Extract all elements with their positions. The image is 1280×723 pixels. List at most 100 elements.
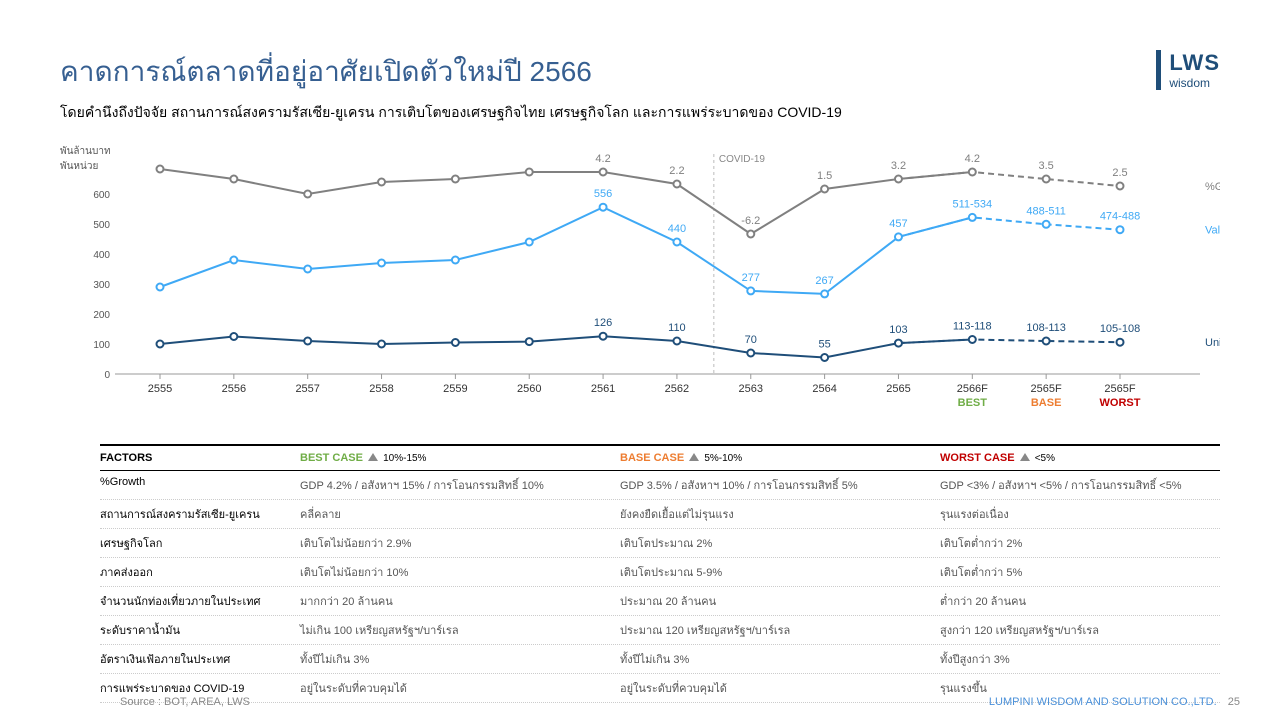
cell-worst: รุนแรงขึ้น [940, 679, 1220, 697]
cell-best: อยู่ในระดับที่ควบคุมได้ [300, 679, 620, 697]
data-label: 474-488 [1100, 211, 1140, 223]
x-tick-label: 2565F [1031, 383, 1062, 395]
data-point [673, 338, 680, 345]
data-point [230, 333, 237, 340]
triangle-up-icon [689, 453, 699, 461]
series-line [160, 207, 972, 294]
scenario-tag: BASE [1031, 397, 1062, 409]
data-point [157, 341, 164, 348]
data-label: 113-118 [953, 321, 992, 333]
x-tick-label: 2556 [222, 383, 246, 395]
data-label: 511-534 [953, 198, 993, 210]
data-point [304, 266, 311, 273]
cell-factor: %Growth [100, 476, 300, 494]
data-point [378, 260, 385, 267]
cell-factor: จำนวนนักท่องเที่ยวภายในประเทศ [100, 592, 300, 610]
logo: LWS wisdom [1156, 50, 1220, 90]
data-label: -6.2 [741, 215, 760, 227]
data-point [821, 186, 828, 193]
data-point [673, 181, 680, 188]
data-point [747, 231, 754, 238]
data-label: 1.5 [817, 170, 832, 182]
data-label: 4.2 [965, 153, 980, 165]
x-tick-label: 2562 [665, 383, 689, 395]
data-label: 4.2 [595, 153, 610, 165]
covid-label: COVID-19 [719, 154, 766, 165]
table-row: %GrowthGDP 4.2% / อสังหาฯ 15% / การโอนกร… [100, 471, 1220, 500]
data-label: 105-108 [1100, 323, 1140, 335]
table-body: %GrowthGDP 4.2% / อสังหาฯ 15% / การโอนกร… [100, 471, 1220, 703]
data-point [452, 257, 459, 264]
y-tick-label: 200 [93, 310, 110, 321]
x-tick-label: 2565 [886, 383, 910, 395]
source-text: Source : BOT, AREA, LWS [120, 696, 250, 708]
logo-main: LWS [1169, 50, 1220, 76]
data-point [821, 290, 828, 297]
data-label: 55 [818, 339, 830, 351]
data-point [895, 176, 902, 183]
data-label: 2.5 [1112, 167, 1127, 179]
y-axis-unit-label: พันล้านบาท พันหน่วย [60, 144, 111, 174]
cell-best: มากกว่า 20 ล้านคน [300, 592, 620, 610]
table-row: ภาคส่งออกเติบโตไม่น้อยกว่า 10%เติบโตประม… [100, 558, 1220, 587]
table-row: เศรษฐกิจโลกเติบโตไม่น้อยกว่า 2.9%เติบโตป… [100, 529, 1220, 558]
data-label: 103 [889, 324, 907, 336]
cell-best: เติบโตไม่น้อยกว่า 10% [300, 563, 620, 581]
cell-best: ไม่เกิน 100 เหรียญสหรัฐฯ/บาร์เรล [300, 621, 620, 639]
table-row: สถานการณ์สงครามรัสเซีย-ยูเครนคลี่คลายยัง… [100, 500, 1220, 529]
cell-factor: ภาคส่งออก [100, 563, 300, 581]
data-point [230, 257, 237, 264]
data-label: 457 [889, 218, 907, 230]
triangle-up-icon [1020, 453, 1030, 461]
cell-base: ประมาณ 120 เหรียญสหรัฐฯ/บาร์เรล [620, 621, 940, 639]
data-label: 556 [594, 188, 612, 200]
cell-worst: ต่ำกว่า 20 ล้านคน [940, 592, 1220, 610]
cell-base: ยังคงยืดเยื้อแต่ไม่รุนแรง [620, 505, 940, 523]
table-header: FACTORS BEST CASE 10%-15% BASE CASE 5%-1… [100, 444, 1220, 471]
cell-worst: GDP <3% / อสังหาฯ <5% / การโอนกรรมสิทธิ์… [940, 476, 1220, 494]
data-point [969, 336, 976, 343]
col-factors: FACTORS [100, 452, 300, 464]
cell-factor: เศรษฐกิจโลก [100, 534, 300, 552]
data-point [895, 233, 902, 240]
data-point [969, 169, 976, 176]
data-point [1043, 338, 1050, 345]
cell-best: GDP 4.2% / อสังหาฯ 15% / การโอนกรรมสิทธิ… [300, 476, 620, 494]
cell-base: GDP 3.5% / อสังหาฯ 10% / การโอนกรรมสิทธิ… [620, 476, 940, 494]
cell-base: ทั้งปีไม่เกิน 3% [620, 650, 940, 668]
cell-factor: การแพร่ระบาดของ COVID-19 [100, 679, 300, 697]
chart-svg: 0100200300400500600255525562557255825592… [60, 144, 1220, 424]
data-point [304, 338, 311, 345]
cell-base: ประมาณ 20 ล้านคน [620, 592, 940, 610]
y-tick-label: 100 [93, 340, 110, 351]
page-title: คาดการณ์ตลาดที่อยู่อาศัยเปิดตัวใหม่ปี 25… [60, 50, 842, 94]
data-label: 70 [745, 334, 757, 346]
data-label: 267 [815, 275, 833, 287]
scenario-tag: BEST [958, 397, 988, 409]
cell-base: เติบโตประมาณ 2% [620, 534, 940, 552]
data-point [378, 179, 385, 186]
data-label: 3.5 [1039, 160, 1054, 172]
data-label: 110 [668, 322, 686, 334]
data-point [526, 169, 533, 176]
y-tick-label: 300 [93, 280, 110, 291]
data-point [157, 284, 164, 291]
cell-worst: เติบโตต่ำกว่า 2% [940, 534, 1220, 552]
table-row: จำนวนนักท่องเที่ยวภายในประเทศมากกว่า 20 … [100, 587, 1220, 616]
x-tick-label: 2565F [1104, 383, 1135, 395]
logo-bar [1156, 50, 1161, 90]
scenario-table: FACTORS BEST CASE 10%-15% BASE CASE 5%-1… [100, 444, 1220, 703]
data-point [747, 287, 754, 294]
cell-best: คลี่คลาย [300, 505, 620, 523]
data-point [1117, 226, 1124, 233]
series-legend: %GDP Growth [1205, 181, 1220, 193]
col-worst: WORST CASE <5% [940, 452, 1220, 464]
series-line [160, 336, 972, 357]
y-tick-label: 500 [93, 220, 110, 231]
scenario-tag: WORST [1100, 397, 1141, 409]
data-point [526, 338, 533, 345]
data-point [452, 339, 459, 346]
header: คาดการณ์ตลาดที่อยู่อาศัยเปิดตัวใหม่ปี 25… [60, 50, 1220, 124]
x-tick-label: 2561 [591, 383, 615, 395]
data-point [1043, 176, 1050, 183]
